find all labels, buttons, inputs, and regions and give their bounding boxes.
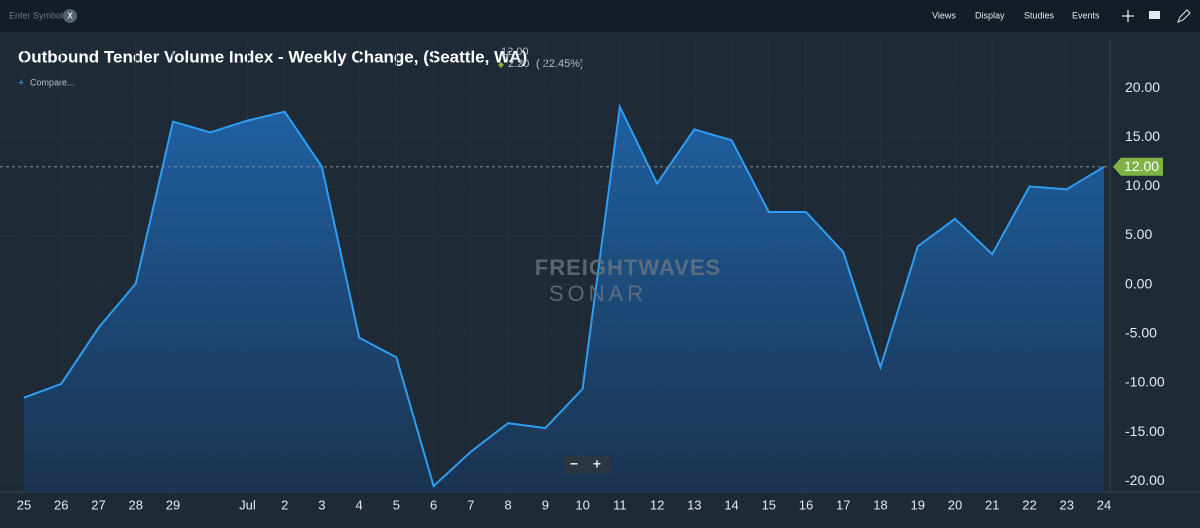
up-arrow <box>498 62 504 68</box>
line <box>23 103 1105 488</box>
x-tick-label: 14 <box>724 497 738 512</box>
x-tick-label: 2 <box>281 497 288 512</box>
x-tick-label: 20 <box>948 497 962 512</box>
x-tick-label: 5 <box>393 497 400 512</box>
x-tick-label: 8 <box>505 497 512 512</box>
clear-button[interactable] <box>63 9 77 23</box>
x-tick-label: 10 <box>575 497 589 512</box>
y-tick-label: 20.00 <box>1125 79 1160 95</box>
change-pct: ( 22.45%) <box>536 58 584 70</box>
x-tick-label: 29 <box>166 497 180 512</box>
clear-label: X <box>67 12 73 21</box>
y-tick-label: 5.00 <box>1125 226 1152 242</box>
toolbar <box>0 0 1200 32</box>
last-value: 12.00 <box>501 46 529 58</box>
x-tick-label: 17 <box>836 497 850 512</box>
x-tick-label: 19 <box>911 497 925 512</box>
x-tick-label: 28 <box>128 497 142 512</box>
x-tick-label: 16 <box>799 497 813 512</box>
y-tick-label: -10.00 <box>1125 374 1165 390</box>
y-tick-label: 15.00 <box>1125 128 1160 144</box>
x-tick-label: 26 <box>54 497 68 512</box>
draw-icon[interactable] <box>1177 9 1191 23</box>
x-tick-label: 6 <box>430 497 437 512</box>
compare[interactable]: Compare... <box>30 77 75 87</box>
x-tick-label: 4 <box>356 497 363 512</box>
comment-icon[interactable] <box>1149 11 1160 19</box>
zoom-controls <box>564 456 610 474</box>
x-tick-label: 27 <box>91 497 105 512</box>
y-tick-label: -20.00 <box>1125 472 1165 488</box>
x-tick-label: 15 <box>762 497 776 512</box>
menu[interactable]: Studies <box>1024 10 1055 20</box>
x-tick-label: 25 <box>17 497 31 512</box>
change: 2.20 <box>508 58 529 70</box>
watermark: SONAR <box>549 281 647 306</box>
symbol-input[interactable]: Enter Symbol <box>9 10 63 20</box>
add-icon[interactable] <box>1122 10 1134 22</box>
x-tick-label: 12 <box>650 497 664 512</box>
last-value-tag <box>1113 157 1163 176</box>
x-tick-label: 18 <box>873 497 887 512</box>
menu[interactable]: Events <box>1072 10 1100 20</box>
area <box>24 106 1104 493</box>
x-tick-label: 3 <box>318 497 325 512</box>
last-value-tag-label: 12.00 <box>1124 158 1159 174</box>
x-tick-label: 13 <box>687 497 701 512</box>
y-tick-label: -15.00 <box>1125 423 1165 439</box>
y-tick-label: 0.00 <box>1125 275 1152 291</box>
chart-title: Outbound Tender Volume Index - Weekly Ch… <box>18 47 527 66</box>
x-tick-label: 24 <box>1097 497 1111 512</box>
x-tick-label: 22 <box>1022 497 1036 512</box>
x-tick-label: 23 <box>1059 497 1073 512</box>
x-tick-label: Jul <box>239 497 256 512</box>
compare-plus: + <box>18 77 24 89</box>
x-tick-label: 11 <box>613 497 627 512</box>
x-tick-label: 9 <box>542 497 549 512</box>
menu[interactable]: Views <box>932 10 956 20</box>
x-tick-label: 7 <box>467 497 474 512</box>
y-tick-label: -5.00 <box>1125 325 1157 341</box>
menu[interactable]: Display <box>975 10 1005 20</box>
watermark: FREIGHTWAVES <box>535 255 721 280</box>
y-tick-label: 10.00 <box>1125 177 1160 193</box>
zoom-in[interactable]: + <box>593 456 601 472</box>
zoom-out[interactable]: − <box>570 456 578 472</box>
x-tick-label: 21 <box>985 497 999 512</box>
plot: 20.00 15.00 10.00 5.00 0.00 -5.00 -10.00 -15.00… <box>0 40 1165 512</box>
